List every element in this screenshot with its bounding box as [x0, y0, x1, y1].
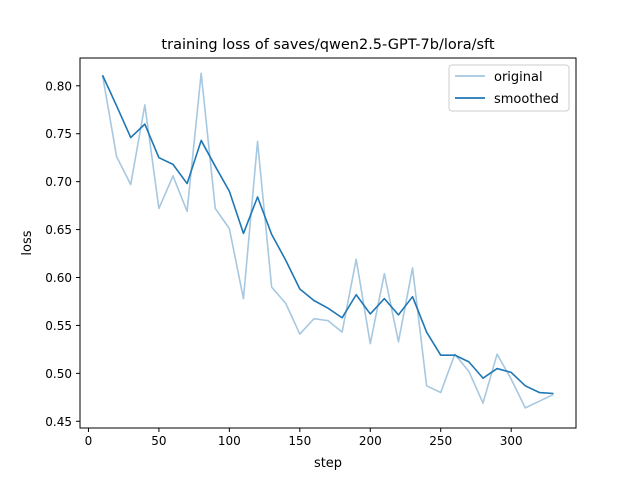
plot-frame [79, 57, 577, 429]
x-tick-label: 250 [429, 434, 452, 448]
x-tick-label: 50 [151, 434, 166, 448]
y-axis-label: loss [20, 230, 35, 255]
y-tick-label: 0.80 [45, 79, 72, 93]
series-line-smoothed [101, 74, 554, 395]
legend-label-smoothed: smoothed [494, 92, 559, 107]
y-tick-label: 0.75 [45, 127, 72, 141]
y-tick-label: 0.50 [45, 367, 72, 381]
x-tick-label: 300 [500, 434, 523, 448]
x-tick-label: 0 [85, 434, 93, 448]
y-tick-label: 0.70 [45, 175, 72, 189]
x-tick-label: 200 [359, 434, 382, 448]
series-line-original [101, 72, 554, 409]
y-axis-ticks: 0.45 0.50 0.55 0.60 0.65 0.70 0.75 0.80 [45, 79, 80, 429]
series-layer [101, 72, 554, 409]
x-tick-label: 100 [218, 434, 241, 448]
y-tick-label: 0.60 [45, 271, 72, 285]
x-tick-label: 150 [288, 434, 311, 448]
legend: original smoothed [448, 64, 570, 112]
y-tick-label: 0.55 [45, 319, 72, 333]
x-axis-ticks: 0 50 100 150 200 250 300 [85, 428, 523, 448]
chart-title: training loss of saves/qwen2.5-GPT-7b/lo… [161, 37, 494, 53]
y-tick-label: 0.45 [45, 415, 72, 429]
y-tick-label: 0.65 [45, 223, 72, 237]
x-axis-label: step [314, 456, 342, 471]
legend-label-original: original [494, 70, 543, 85]
